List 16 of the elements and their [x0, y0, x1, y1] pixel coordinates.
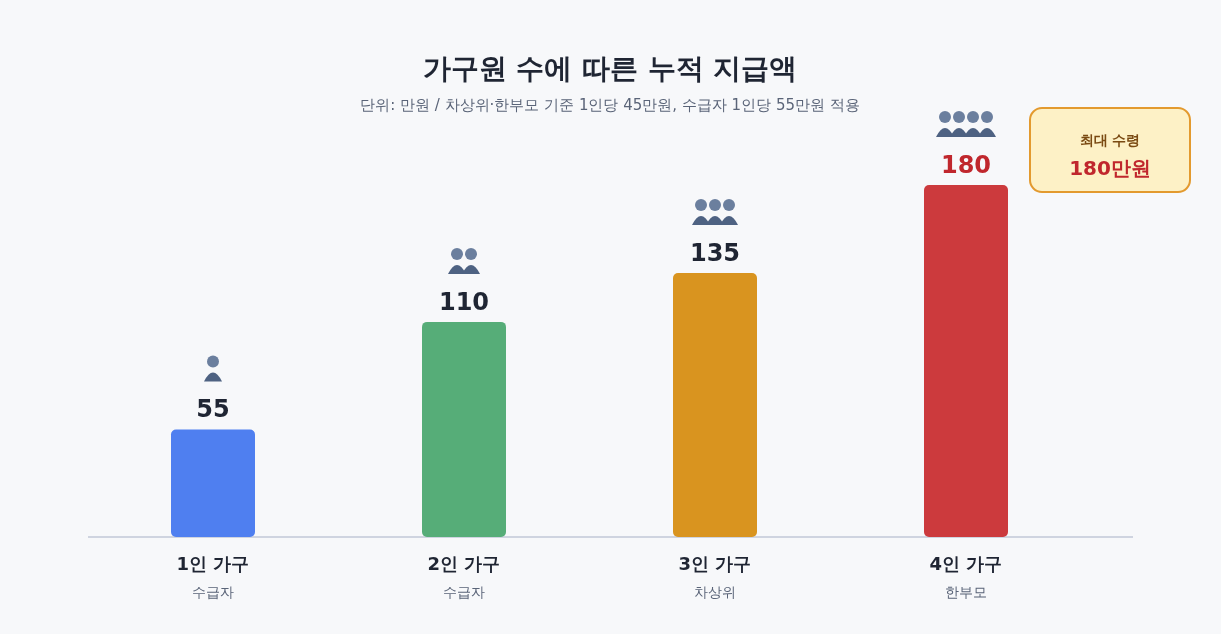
chart-subtitle: 단위: 만원 / 차상위·한부모 기준 1인당 45만원, 수급자 1인당 55만원 적용 [360, 96, 860, 114]
text: 수급자 [443, 584, 485, 600]
text: 차상위 [694, 584, 736, 600]
x-tick-label: 3인 가구 [678, 553, 752, 574]
text: 180만원 [1069, 156, 1151, 180]
data-label: 135 [689, 239, 741, 267]
text: 한부모 [945, 584, 987, 600]
x-tick-label: 2인 가구 [427, 553, 501, 574]
x-tick-label: 1인 가구 [176, 553, 250, 574]
text: 최대 수령 [1079, 132, 1141, 148]
chart-title: 가구원 수에 따른 누적 지급액 [422, 52, 798, 85]
data-label: 180 [940, 151, 992, 179]
data-label: 55 [196, 395, 230, 424]
text: 수급자 [192, 584, 234, 600]
data-label: 110 [438, 287, 490, 316]
x-tick-label: 4인 가구 [929, 553, 1003, 574]
